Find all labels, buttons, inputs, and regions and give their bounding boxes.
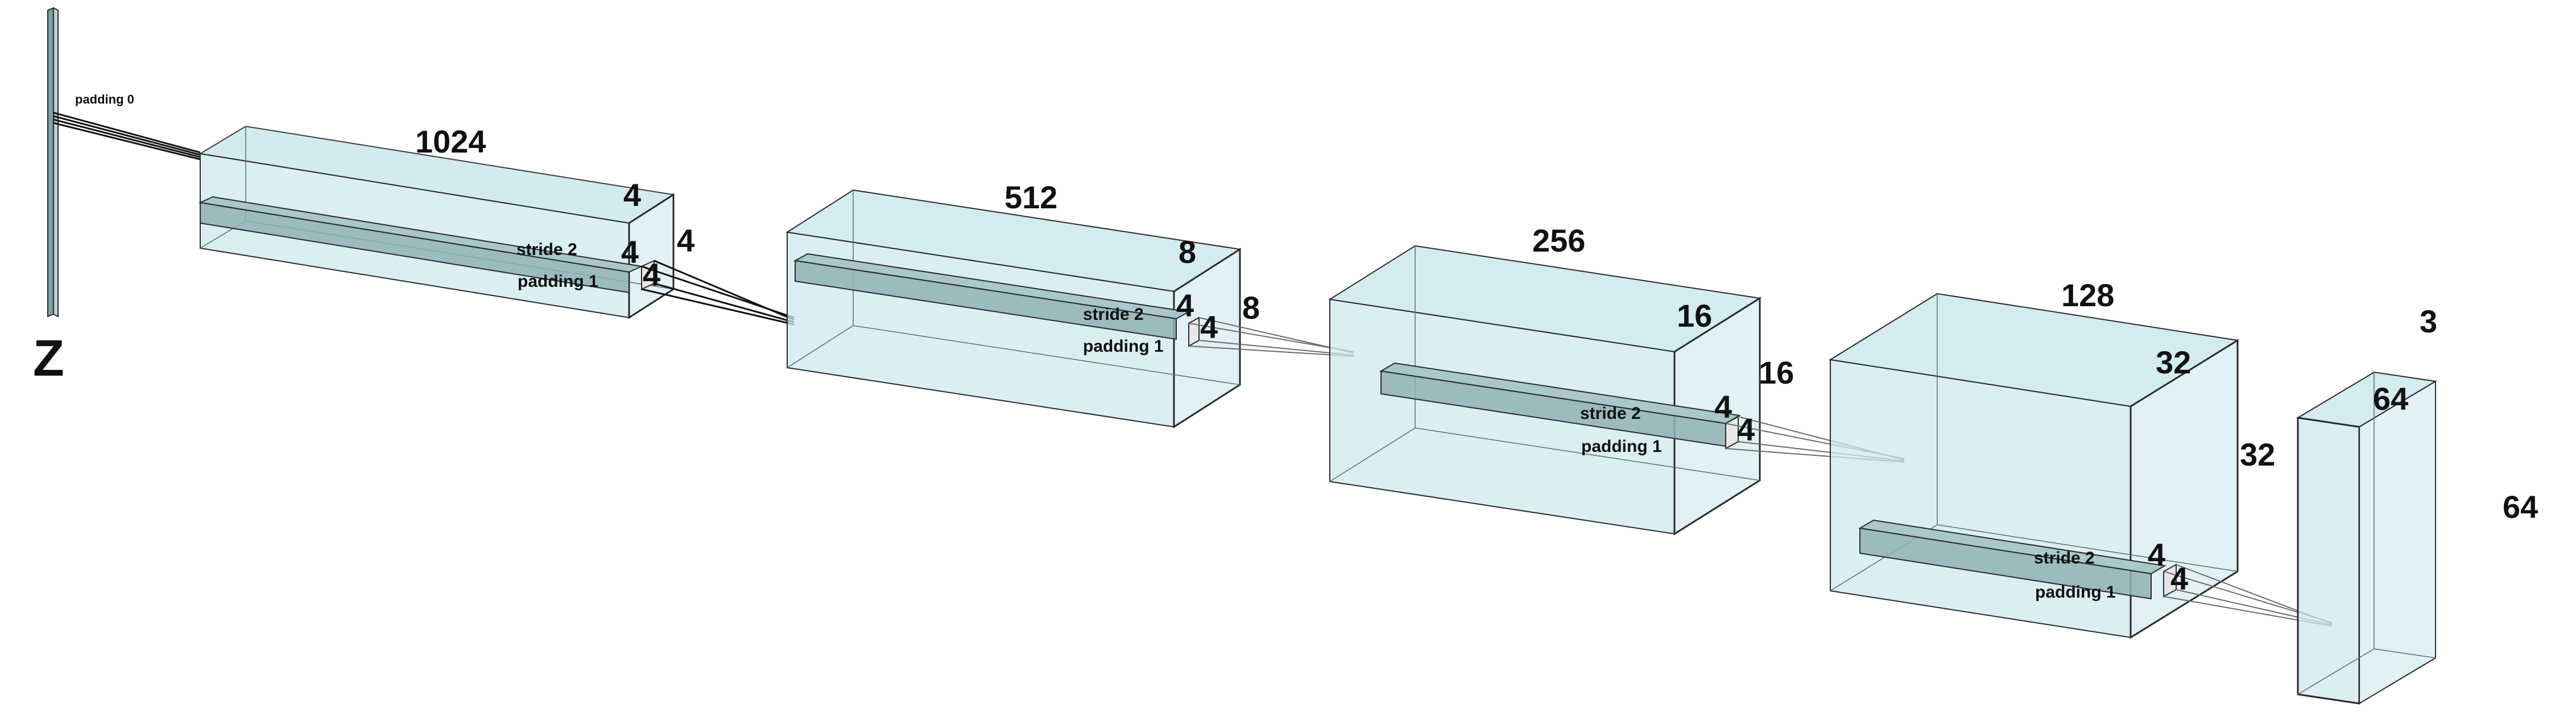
layer-4-kernel-h: 4 [2148,537,2165,573]
layer-2-height: 8 [1179,234,1196,270]
layer-1-height: 4 [623,177,641,213]
layer-2-width: 8 [1242,290,1260,326]
layer-4-kernel-w: 4 [2170,561,2188,596]
layer-2-padding: padding 1 [1083,337,1164,356]
layer-4-width: 32 [2240,437,2275,472]
layer-2-kernel-w: 4 [1200,309,1218,345]
output-block [2296,371,2437,705]
layer-3-block [1328,245,1905,536]
layer-1-padding: padding 1 [518,272,598,291]
layer-4-channels: 128 [2061,277,2114,313]
layer-3-kernel-h: 4 [1714,389,1732,425]
input-z-label: Z [33,330,64,387]
layer-1-kernel-h: 4 [621,234,639,270]
layer-4-padding: padding 1 [2035,583,2116,602]
layer-3-kernel-w: 4 [1737,412,1755,447]
layer-1-block [198,125,795,326]
input-padding-label: padding 0 [75,92,134,106]
layer-3-height: 16 [1677,298,1712,334]
layer-2-stride: stride 2 [1083,305,1144,324]
layer-3-stride: stride 2 [1580,404,1641,423]
layer-4-height: 32 [2156,344,2191,380]
layer-1-channels: 1024 [415,124,486,159]
layer-3-channels: 256 [1532,223,1585,258]
layer-2-block [785,189,1354,429]
layer-3-width: 16 [1759,355,1794,390]
layer-3-padding: padding 1 [1581,437,1662,456]
layer-2-channels: 512 [1004,179,1057,215]
output-height: 64 [2373,381,2408,417]
layer-1-kernel-w: 4 [643,257,660,293]
input-z-vector [47,7,201,318]
output-channels: 3 [2420,303,2437,339]
layer-4-stride: stride 2 [2034,549,2095,567]
output-width: 64 [2503,489,2538,525]
layer-4-block [1829,293,2333,639]
layer-1-stride: stride 2 [516,240,577,259]
layer-2-kernel-h: 4 [1176,287,1194,323]
layer-1-width: 4 [677,223,694,258]
